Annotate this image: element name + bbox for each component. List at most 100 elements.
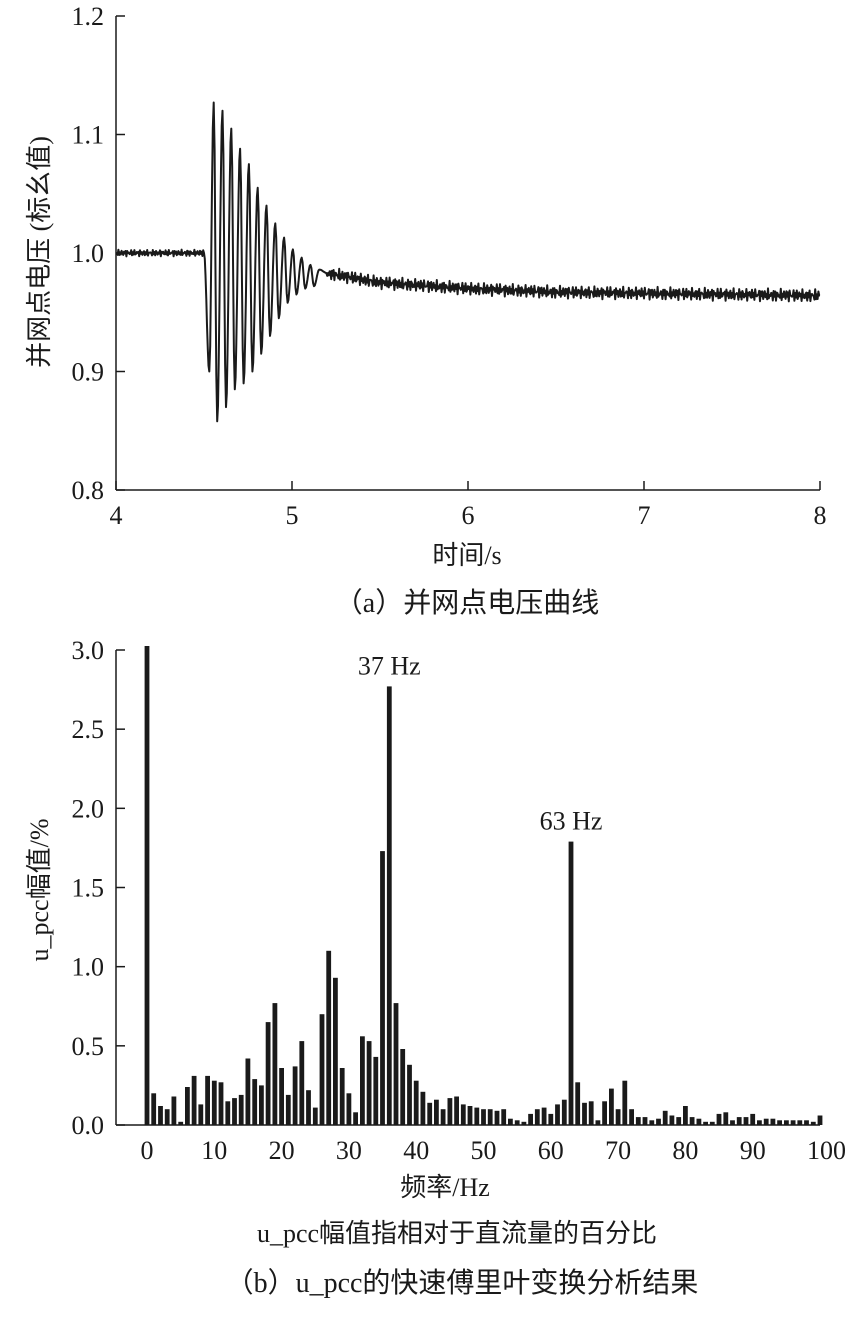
fft-bar	[649, 1120, 655, 1126]
fft-x-tick-label: 10	[201, 1136, 227, 1165]
fft-chart-annotations: 37 Hz 63 Hz	[358, 651, 603, 835]
fft-bar	[259, 1085, 264, 1125]
fft-bar	[582, 1102, 587, 1125]
fft-bar	[588, 1101, 594, 1126]
fft-bar	[400, 1049, 406, 1125]
fft-y-tick-label: 3.0	[72, 636, 105, 665]
fft-bar	[629, 1109, 634, 1125]
fft-bar	[360, 1036, 365, 1125]
fft-bar	[144, 646, 150, 1125]
fft-bar	[777, 1120, 782, 1126]
fft-bar	[763, 1118, 769, 1125]
fft-bar	[252, 1079, 258, 1125]
fft-bar	[346, 1093, 352, 1125]
voltage-y-tick-label: 1.1	[72, 121, 105, 150]
fft-bar	[662, 1110, 668, 1126]
fft-bar	[703, 1121, 708, 1125]
fft-bar	[427, 1102, 433, 1125]
fft-bar	[575, 1082, 581, 1126]
fft-bar	[339, 1068, 345, 1125]
fft-x-tick-label: 30	[336, 1136, 362, 1165]
fft-bar	[211, 1080, 217, 1125]
fft-bar	[292, 1066, 298, 1125]
fft-x-tick-label: 100	[807, 1136, 846, 1165]
fft-bar	[326, 950, 332, 1125]
fft-bar	[218, 1082, 224, 1126]
fft-bar	[709, 1121, 715, 1125]
voltage-x-tick-label: 7	[638, 501, 651, 530]
fft-bar	[689, 1117, 695, 1125]
fft-bar	[151, 1093, 157, 1125]
fft-bar	[440, 1109, 446, 1125]
fft-y-axis-label: u_pcc幅值/%	[25, 819, 54, 962]
fft-bar	[225, 1101, 231, 1126]
fft-bar	[669, 1115, 675, 1125]
fft-peak-annotation: 63 Hz	[540, 807, 603, 836]
fft-bar	[784, 1120, 789, 1126]
fft-bar	[595, 1120, 601, 1126]
fft-bar	[514, 1120, 520, 1126]
fft-bar	[158, 1106, 163, 1125]
fft-bar	[386, 686, 392, 1125]
fft-bar	[797, 1120, 803, 1126]
fft-x-tick-label: 70	[605, 1136, 631, 1165]
fft-bar	[205, 1075, 210, 1125]
fft-bar	[481, 1109, 486, 1125]
fft-bar	[757, 1120, 762, 1126]
fft-bar	[285, 1094, 291, 1125]
fft-chart-bars	[144, 646, 823, 1126]
fft-bar	[810, 1121, 816, 1125]
voltage-x-tick-label: 8	[814, 501, 827, 530]
fft-bar	[413, 1080, 419, 1125]
fft-bar	[272, 1003, 278, 1125]
fft-bar	[696, 1118, 702, 1125]
fft-x-axis-label: 频率/Hz	[400, 1173, 490, 1202]
voltage-y-axis-label: 并网点电压 (标幺值)	[25, 136, 54, 368]
fft-peak-annotation: 37 Hz	[358, 651, 421, 680]
fft-bar	[743, 1117, 749, 1125]
voltage-y-tick-label: 0.8	[72, 476, 105, 505]
fft-bar	[420, 1091, 426, 1126]
fft-bar	[265, 1022, 271, 1125]
fft-bar	[198, 1104, 204, 1125]
fft-bar	[548, 1113, 554, 1125]
voltage-x-tick-label: 4	[110, 501, 123, 530]
fft-bar	[642, 1117, 648, 1125]
fft-bar	[164, 1109, 170, 1125]
fft-bar	[474, 1107, 480, 1125]
fft-y-tick-label: 0.0	[72, 1111, 105, 1140]
fft-y-tick-label: 1.0	[72, 953, 105, 982]
fft-bar	[804, 1120, 809, 1126]
fft-bar	[353, 1112, 358, 1125]
fft-bar	[306, 1090, 311, 1125]
fft-bar	[319, 1014, 325, 1125]
fft-bar	[602, 1101, 607, 1126]
fft-bar	[366, 1041, 372, 1125]
fft-bar	[245, 1058, 251, 1125]
fft-bar	[609, 1088, 614, 1125]
fft-bar	[467, 1106, 473, 1125]
fft-chart: 0.0 0.5 1.0 1.5 2.0 2.5 3.0 0 10 20 30 40 50 60 70 80 90…	[25, 636, 846, 1299]
fft-y-tick-label: 0.5	[72, 1032, 105, 1061]
fft-x-tick-label: 50	[471, 1136, 497, 1165]
fft-chart-axes: 0.0 0.5 1.0 1.5 2.0 2.5 3.0 0 10 20 30 40 50 60 70 80 90…	[72, 636, 847, 1165]
fft-bar	[656, 1118, 661, 1125]
fft-x-tick-label: 0	[141, 1136, 154, 1165]
fft-x-tick-label: 90	[740, 1136, 766, 1165]
fft-bar	[723, 1112, 729, 1125]
fft-bar	[750, 1113, 756, 1125]
voltage-chart-plot	[115, 101, 821, 423]
fft-bar	[178, 1121, 184, 1125]
fft-bar	[393, 1003, 399, 1125]
fft-bar	[730, 1120, 735, 1126]
fft-y-tick-label: 2.5	[72, 715, 105, 744]
fft-bar	[635, 1117, 641, 1125]
voltage-y-tick-label: 0.9	[72, 358, 105, 387]
fft-bar	[736, 1117, 742, 1125]
fft-bar	[615, 1109, 621, 1125]
fft-x-tick-label: 20	[269, 1136, 295, 1165]
voltage-chart-caption: （a）并网点电压曲线	[335, 587, 599, 619]
fft-bar	[407, 1064, 412, 1125]
voltage-x-axis-label: 时间/s	[432, 541, 501, 570]
